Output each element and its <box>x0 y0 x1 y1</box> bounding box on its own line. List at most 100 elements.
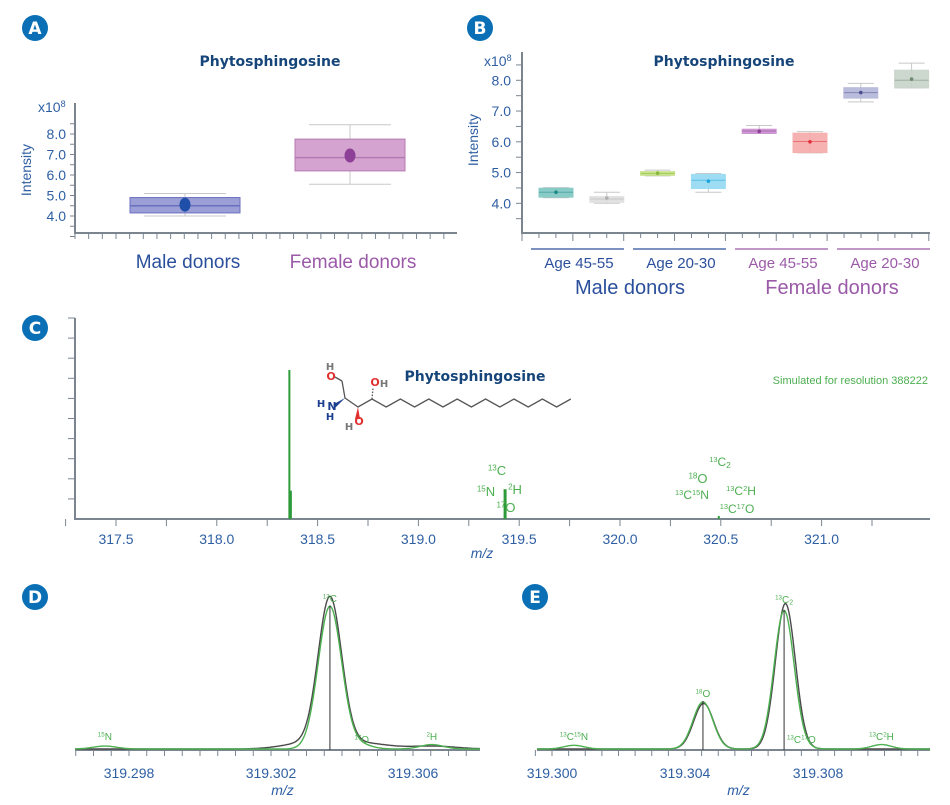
mean-marker <box>757 129 761 134</box>
bond <box>334 376 343 382</box>
x-tick-label: 319.302 <box>246 765 297 781</box>
x-tick-label: 320.0 <box>602 531 637 547</box>
isotope-mass: 2 <box>883 732 887 739</box>
y-tick-label: 8.0 <box>47 126 67 142</box>
panel-label-d: D <box>22 584 48 610</box>
panel-b-boxplot: Phytosphingosine 4.0 5.0 6.0 7.0 8.0 x108 Inten… <box>465 52 930 299</box>
panel-letter: E <box>529 588 541 608</box>
isotope-mass: 2 <box>426 732 430 739</box>
x-axis-label: m/z <box>471 545 494 561</box>
y-tick-label: 6.0 <box>47 167 67 183</box>
x-tick-label: 318.5 <box>300 531 335 547</box>
isotope-mass: 13 <box>675 488 683 497</box>
isotope-mass: 13 <box>323 594 330 601</box>
x-axis-label: m/z <box>727 782 750 798</box>
isotope-element: C <box>782 595 789 606</box>
isotope-mass: 15 <box>574 732 581 739</box>
isotope-element: 2 <box>789 600 793 607</box>
y-tick-label: 7.0 <box>47 147 67 163</box>
isotope-element: N <box>105 732 112 743</box>
isotope-element: O <box>505 500 515 515</box>
box-6 <box>843 82 879 103</box>
isotope-element: N <box>581 732 588 743</box>
y-tick-label: 7.0 <box>492 103 512 119</box>
isotope-element: C <box>794 735 801 746</box>
isotope-label: 15N <box>477 484 495 499</box>
isotope-label: 13C17O <box>720 502 755 516</box>
x-tick-label: 319.306 <box>388 765 439 781</box>
resolution-annotation: Simulated for resolution 388222 <box>773 375 928 387</box>
carbon-chain <box>341 380 572 408</box>
box-2 <box>640 169 676 177</box>
isotope-element: 2 <box>726 460 731 470</box>
category-label: Female donors <box>290 252 417 273</box>
isotope-label: 18O <box>696 689 711 701</box>
isotope-mass: 15 <box>98 732 105 739</box>
panel-label-e: E <box>522 584 548 610</box>
observed-profile <box>75 595 480 750</box>
multiplier-base: x10 <box>38 99 61 115</box>
isotope-element: H <box>887 732 894 743</box>
atom-label: H <box>326 362 334 373</box>
isotope-mass: 2 <box>508 482 513 491</box>
isotope-label: 13C17O <box>787 735 816 747</box>
y-axis-label: Intensity <box>18 144 34 196</box>
panel-label-a: A <box>22 15 48 41</box>
isotope-mass: 15 <box>477 484 486 493</box>
box-3 <box>690 172 726 193</box>
x-axis-label: m/z <box>271 782 294 798</box>
x-tick-label: 319.5 <box>502 531 537 547</box>
x-tick-label: 319.300 <box>527 765 578 781</box>
isotope-mass: 13 <box>488 463 497 472</box>
isotope-element: C <box>717 455 726 469</box>
isotope-mass: 18 <box>688 471 697 480</box>
mean-marker <box>344 148 356 163</box>
isotope-element: C <box>497 463 506 478</box>
isotope-mass: 13 <box>726 484 734 493</box>
atom-label: H <box>345 422 353 433</box>
y-tick-label: 8.0 <box>492 72 512 88</box>
simulated-profile <box>75 605 480 750</box>
isotope-label: 18O <box>688 471 707 486</box>
panel-label-c: C <box>22 315 48 341</box>
isotope-mass: 13 <box>787 735 794 742</box>
isotope-mass: 15 <box>692 488 700 497</box>
isotope-element: H <box>513 482 522 497</box>
y-axis-label: Intensity <box>465 114 481 166</box>
isotope-element: C <box>683 488 692 502</box>
y-tick-label: 5.0 <box>47 188 67 204</box>
mean-marker <box>706 179 711 183</box>
subgroup-label: Age 20-30 <box>850 255 919 272</box>
box-0 <box>538 187 574 199</box>
box-5 <box>792 131 828 154</box>
box-4 <box>741 125 777 134</box>
panel-letter: A <box>28 19 42 39</box>
subgroup-label: Age 45-55 <box>544 255 613 272</box>
panel-letter: B <box>474 19 487 39</box>
panel-e-profile: 319.300 319.304 319.308m/z13C15N18O13C213C… <box>527 595 930 798</box>
isotope-element: H <box>430 732 437 743</box>
mean-marker <box>909 77 914 81</box>
isotope-label: 15N <box>98 732 112 744</box>
atom-label: O <box>370 376 379 389</box>
panel-a-boxplot: Phytosphingosine 4.0 5.0 6.0 7.0 8.0 x108 Inten… <box>18 54 457 273</box>
isotope-label: 2H <box>508 482 522 497</box>
atom-label: H <box>326 412 334 423</box>
isotope-label: 13C2 <box>709 455 731 470</box>
isotope-mass: 2 <box>743 484 747 493</box>
hash-bond <box>371 387 374 400</box>
isotope-mass: 17 <box>801 735 808 742</box>
multiplier-exponent: 8 <box>61 99 66 109</box>
isotope-mass: 17 <box>354 735 361 742</box>
isotope-mass: 13 <box>560 732 567 739</box>
mean-marker <box>605 196 609 200</box>
multiplier-exponent: 8 <box>507 53 512 63</box>
isotope-element: C <box>567 732 574 743</box>
mean-marker <box>808 140 812 144</box>
x-tick-label: 318.0 <box>199 531 234 547</box>
panel-badge <box>22 15 48 41</box>
isotope-label: 13C15N <box>560 732 588 744</box>
panel-label-b: B <box>467 15 493 41</box>
